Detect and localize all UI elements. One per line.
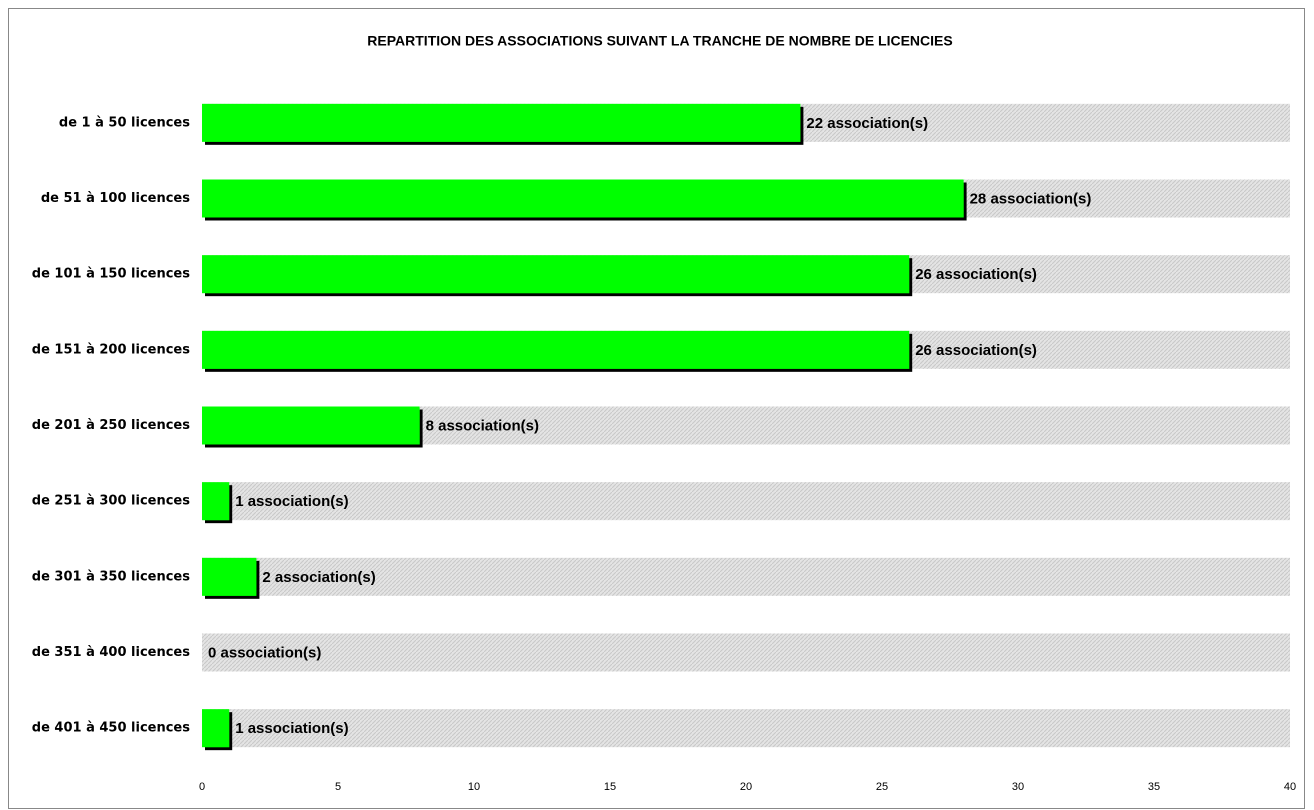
value-label: 26 association(s) — [915, 342, 1037, 359]
bar — [202, 709, 230, 748]
bar — [202, 482, 230, 521]
x-tick-label: 40 — [1284, 781, 1296, 793]
value-label: 0 association(s) — [208, 644, 321, 661]
bar — [202, 103, 801, 142]
x-tick-label: 25 — [876, 781, 888, 793]
bar-track — [202, 482, 1290, 521]
value-label: 22 association(s) — [806, 115, 928, 132]
bar — [202, 330, 910, 369]
value-label: 2 association(s) — [262, 569, 375, 586]
y-tick-label: de 351 à 400 licences — [32, 645, 190, 660]
y-tick-label: de 301 à 350 licences — [32, 569, 190, 584]
bar — [202, 557, 257, 596]
y-tick-label: de 151 à 200 licences — [32, 342, 190, 357]
y-tick-label: de 201 à 250 licences — [32, 418, 190, 433]
bar — [202, 255, 910, 294]
bar — [202, 179, 964, 218]
x-tick-label: 5 — [335, 781, 341, 793]
chart-title: REPARTITION DES ASSOCIATIONS SUIVANT LA … — [367, 33, 952, 49]
x-tick-label: 35 — [1148, 781, 1160, 793]
value-label: 8 association(s) — [426, 417, 539, 434]
x-tick-label: 0 — [199, 781, 205, 793]
y-tick-label: de 401 à 450 licences — [32, 721, 190, 736]
value-label: 28 association(s) — [970, 190, 1092, 207]
bar-track — [202, 709, 1290, 748]
x-tick-label: 20 — [740, 781, 752, 793]
x-tick-label: 10 — [468, 781, 480, 793]
y-tick-label: de 251 à 300 licences — [32, 494, 190, 509]
bar — [202, 406, 420, 445]
bar-track — [202, 633, 1290, 672]
frame — [8, 8, 1305, 809]
value-label: 26 association(s) — [915, 266, 1037, 283]
x-tick-label: 15 — [604, 781, 616, 793]
bar-track — [202, 557, 1290, 596]
y-tick-label: de 1 à 50 licences — [59, 115, 190, 130]
x-tick-label: 30 — [1012, 781, 1024, 793]
y-tick-label: de 51 à 100 licences — [41, 191, 190, 206]
y-tick-label: de 101 à 150 licences — [32, 267, 190, 282]
value-label: 1 association(s) — [235, 720, 348, 737]
value-label: 1 association(s) — [235, 493, 348, 510]
